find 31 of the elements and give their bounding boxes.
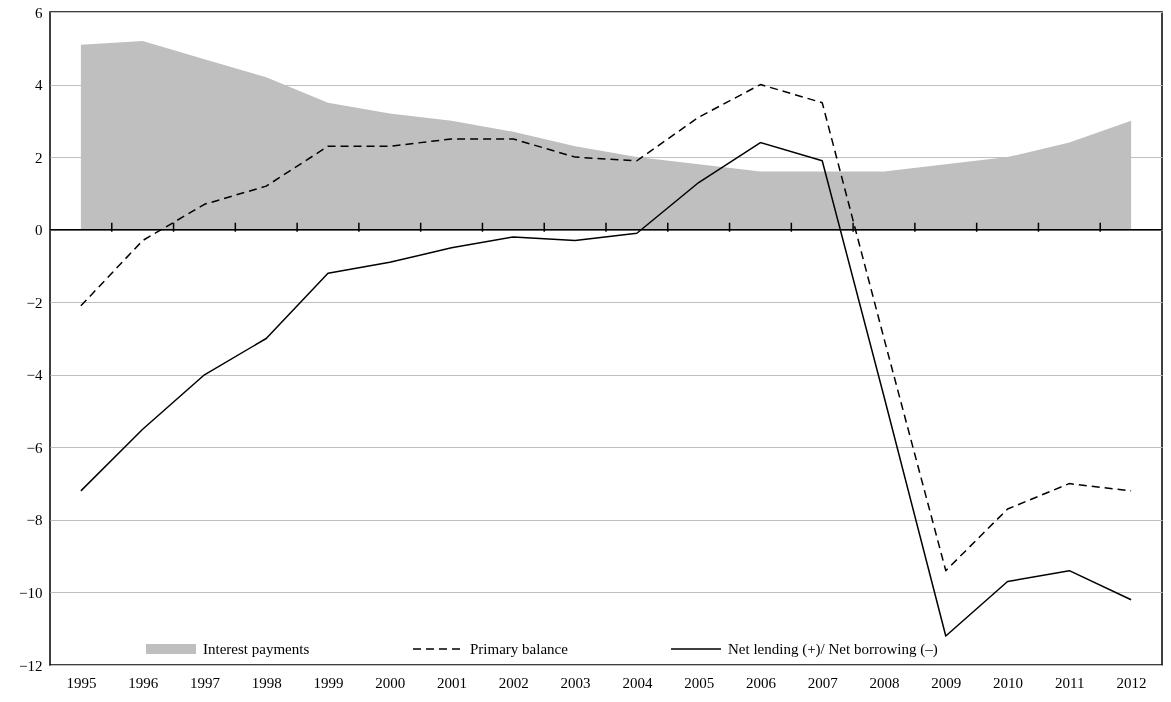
x-tick-label: 2011 bbox=[1055, 674, 1085, 691]
x-tick-label: 1998 bbox=[251, 674, 282, 691]
y-tick-label: 0 bbox=[35, 222, 43, 239]
legend-label: Interest payments bbox=[203, 641, 310, 657]
y-tick-label: −4 bbox=[26, 367, 43, 384]
x-tick-label: 1999 bbox=[313, 674, 344, 691]
x-tick-label: 2004 bbox=[622, 674, 653, 691]
x-tick-label: 2010 bbox=[993, 674, 1024, 691]
y-tick-label: −2 bbox=[26, 294, 43, 311]
x-tick-label: 2005 bbox=[684, 674, 715, 691]
x-tick-label: 2006 bbox=[745, 674, 777, 691]
x-tick-label: 2003 bbox=[560, 674, 591, 691]
x-tick-label: 1996 bbox=[128, 674, 159, 691]
x-tick-label: 1995 bbox=[66, 674, 97, 691]
y-tick-label: −8 bbox=[26, 512, 43, 529]
x-tick-label: 2009 bbox=[931, 674, 962, 691]
y-tick-label: 4 bbox=[35, 77, 43, 94]
x-tick-label: 2008 bbox=[869, 674, 900, 691]
x-tick-label: 2001 bbox=[437, 674, 468, 691]
y-tick-label: 2 bbox=[35, 149, 43, 166]
x-tick-label: 2000 bbox=[375, 674, 406, 691]
y-tick-label: 6 bbox=[35, 4, 43, 21]
legend-label: Primary balance bbox=[470, 641, 569, 657]
x-tick-label: 2002 bbox=[498, 674, 529, 691]
y-tick-label: −10 bbox=[19, 584, 43, 601]
legend-label: Net lending (+)/ Net borrowing (–) bbox=[728, 641, 938, 658]
x-tick-label: 2007 bbox=[807, 674, 839, 691]
y-tick-label: −6 bbox=[26, 439, 43, 456]
y-tick-label: −12 bbox=[19, 657, 43, 674]
x-tick-label: 1997 bbox=[189, 674, 221, 691]
x-tick-label: 2012 bbox=[1116, 674, 1147, 691]
